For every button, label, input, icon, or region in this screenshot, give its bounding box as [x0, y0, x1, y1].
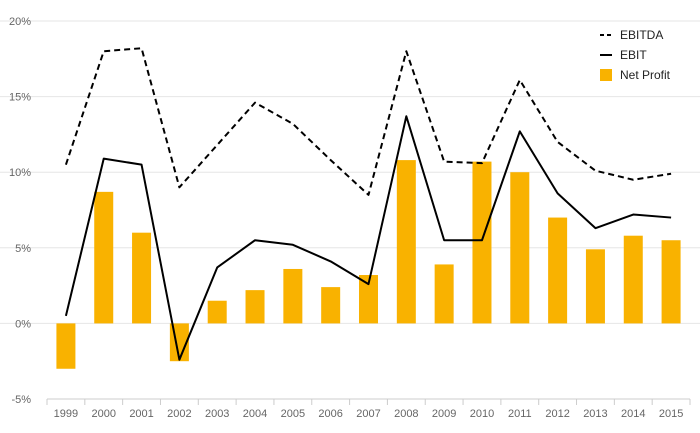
net-profit-bar [472, 161, 492, 324]
net-profit-bar [359, 275, 378, 324]
x-tick-label: 2001 [129, 408, 153, 420]
x-axis [46, 398, 691, 405]
ebit-line [64, 115, 672, 361]
legend-swatch [600, 69, 612, 81]
legend-label: EBIT [620, 48, 647, 62]
net-profit-bar [132, 232, 152, 324]
x-tick-label: 2015 [659, 408, 683, 420]
y-tick-label: 20% [9, 16, 31, 28]
x-tick-label: 2008 [394, 408, 418, 420]
net-profit-bar [283, 268, 303, 324]
x-axis-ticks: 1999 2000 2001 2002 2003 2004 2005 2006 2007 2008… [54, 408, 684, 420]
net-profit-bar [623, 235, 643, 324]
x-tick-label: 2009 [432, 408, 456, 420]
net-profit-bar [661, 240, 681, 324]
x-tick-label: 2006 [318, 408, 342, 420]
y-tick-label: 15% [9, 92, 31, 104]
legend-label: Net Profit [620, 68, 671, 82]
net-profit-bar [510, 172, 530, 324]
net-profit-bar [585, 249, 605, 324]
net-profit-bar [56, 323, 76, 369]
x-tick-label: 2005 [281, 408, 305, 420]
x-tick-label: 2012 [545, 408, 569, 420]
x-tick-label: 2003 [205, 408, 229, 420]
x-tick-label: 2002 [167, 408, 191, 420]
y-tick-label: -5% [11, 394, 31, 406]
legend-label: EBITDA [620, 28, 663, 42]
net-profit-bar [94, 191, 114, 324]
net-profit-bar [396, 160, 416, 324]
y-tick-label: 10% [9, 167, 31, 179]
x-tick-label: 2004 [243, 408, 267, 420]
x-tick-label: 2014 [621, 408, 645, 420]
y-axis-ticks: 20% 15% 10% 5% 0% -5% [9, 16, 31, 406]
y-tick-label: 5% [15, 243, 31, 255]
line-series [64, 47, 672, 361]
net-profit-bars [56, 160, 681, 369]
ebitda-line [64, 47, 672, 196]
x-tick-label: 2000 [91, 408, 115, 420]
x-tick-label: 2010 [470, 408, 494, 420]
net-profit-bar [434, 264, 454, 324]
y-tick-label: 0% [15, 318, 31, 330]
legend: EBITDA EBIT Net Profit [600, 28, 671, 82]
x-tick-label: 2013 [583, 408, 607, 420]
net-profit-bar [548, 217, 568, 324]
gridlines [0, 20, 700, 324]
x-tick-label: 1999 [54, 408, 78, 420]
net-profit-bar [207, 300, 227, 324]
net-profit-bar [321, 287, 341, 324]
x-tick-label: 2007 [356, 408, 380, 420]
net-profit-bar [245, 290, 265, 324]
x-tick-label: 2011 [508, 408, 532, 420]
